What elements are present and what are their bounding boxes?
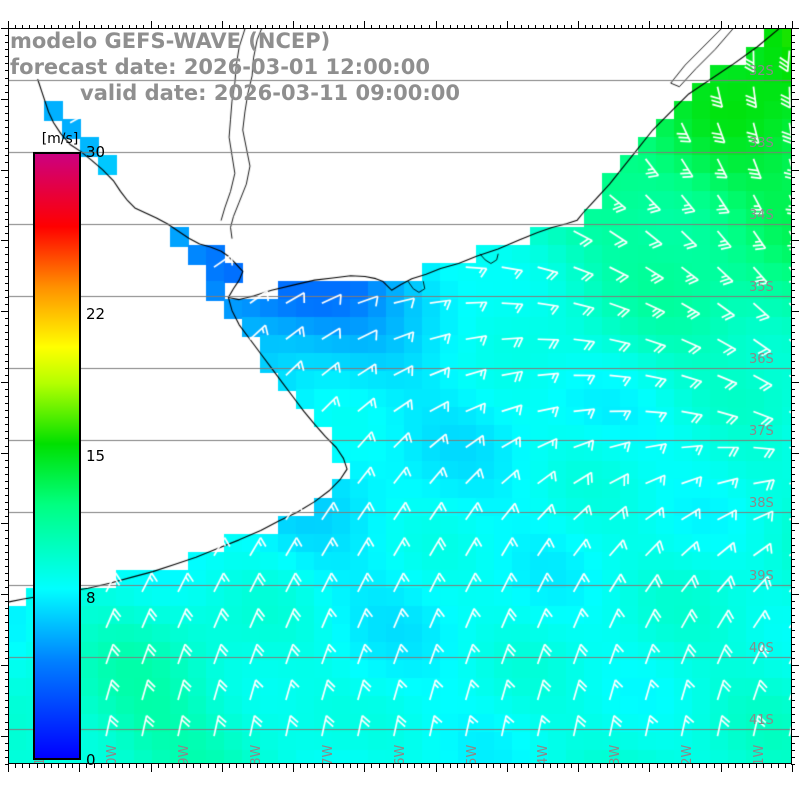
tick-marks-top <box>8 20 793 29</box>
lat-label-36S: 36S <box>749 352 774 368</box>
colorbar-gradient <box>33 152 81 760</box>
colorbar-tick-15: 15 <box>86 447 106 465</box>
lon-label-59W: 59W <box>176 744 192 764</box>
wind-barb-layer <box>9 29 791 763</box>
lon-label-52W: 52W <box>680 744 696 764</box>
colorbar[interactable] <box>33 152 81 760</box>
lat-label-41S: 41S <box>749 712 774 728</box>
lon-label-56W: 56W <box>392 744 408 764</box>
lat-label-35S: 35S <box>749 279 774 295</box>
tick-marks-left <box>0 28 9 765</box>
map-plot-area[interactable]: 61W60W59W58W57W56W55W54W53W52W51W32S33S3… <box>8 28 792 764</box>
colorbar-tick-0: 0 <box>86 751 96 769</box>
colorbar-unit-label: [m/s] <box>41 131 79 147</box>
colorbar-tick-22: 22 <box>86 305 106 324</box>
lon-label-60W: 60W <box>104 744 120 764</box>
lon-label-55W: 55W <box>464 744 480 764</box>
lat-label-39S: 39S <box>749 568 774 584</box>
lat-label-37S: 37S <box>749 424 774 440</box>
lat-label-40S: 40S <box>749 640 774 656</box>
tick-marks-right <box>791 28 800 765</box>
colorbar-tick-8: 8 <box>86 588 96 607</box>
lat-label-38S: 38S <box>749 496 774 512</box>
lat-label-33S: 33S <box>749 135 774 151</box>
colorbar-tick-30: 30 <box>86 143 106 161</box>
lon-label-58W: 58W <box>248 744 264 764</box>
lat-label-34S: 34S <box>749 207 774 223</box>
lon-label-54W: 54W <box>536 744 552 764</box>
lon-label-57W: 57W <box>320 744 336 764</box>
lat-label-32S: 32S <box>749 63 774 79</box>
tick-marks-bottom <box>8 764 793 773</box>
lon-label-51W: 51W <box>752 744 768 764</box>
lon-label-53W: 53W <box>608 744 624 764</box>
